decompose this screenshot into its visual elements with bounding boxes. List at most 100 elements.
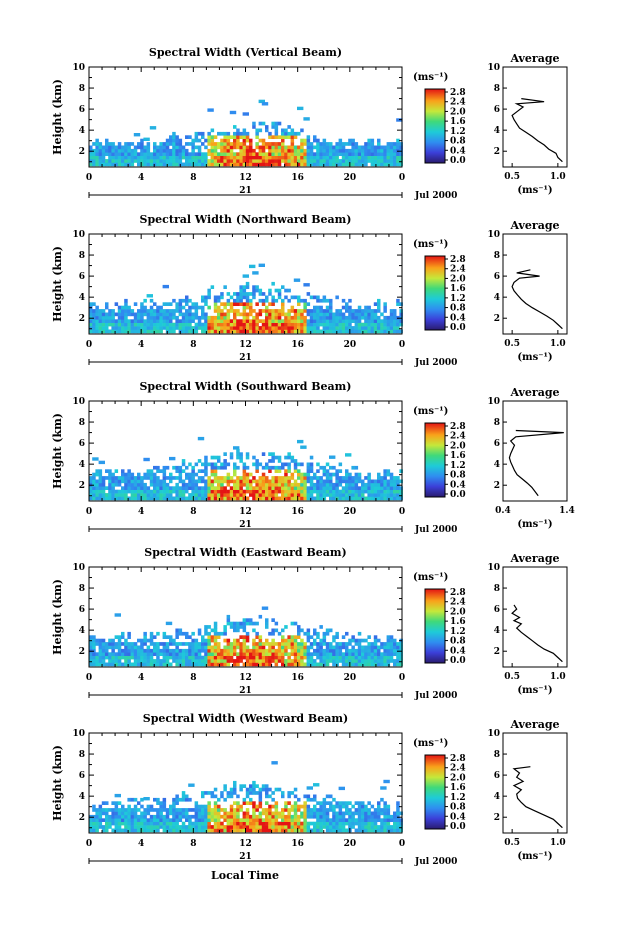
heatmap-cell <box>249 648 253 653</box>
heatmap-cell <box>293 818 298 822</box>
heatmap-cell <box>396 642 400 646</box>
heatmap-cell <box>98 808 103 812</box>
heatmap-cell <box>287 828 291 833</box>
heatmap-cell <box>383 642 387 646</box>
heatmap-cell <box>258 162 263 167</box>
heatmap-cell <box>300 159 304 163</box>
heatmap-cell <box>162 635 167 639</box>
heatmap-cell <box>268 645 272 650</box>
heatmap-cell <box>121 642 125 646</box>
heatmap-cell <box>316 479 320 484</box>
heatmap-cell <box>204 825 208 829</box>
heatmap-cell <box>325 162 330 167</box>
heatmap-cell <box>191 305 195 310</box>
heatmap-cell <box>89 326 93 330</box>
heatmap-cell <box>117 828 122 833</box>
heatmap-cell <box>169 486 173 490</box>
heatmap-cell <box>393 145 397 150</box>
heatmap-cell <box>380 652 384 656</box>
heatmap-cell <box>338 493 343 497</box>
heatmap-cell <box>287 131 291 136</box>
heatmap-cell <box>357 801 362 805</box>
colorbar-tick-label: 1.2 <box>450 294 466 304</box>
colorbar-tick-label: 2.8 <box>450 88 466 98</box>
heatmap-cell <box>92 493 96 497</box>
heatmap-cell <box>194 818 199 822</box>
heatmap-cell <box>98 642 103 646</box>
heatmap-cell <box>329 628 333 633</box>
heatmap-cell <box>325 142 330 146</box>
heatmap-cell <box>361 493 365 497</box>
heatmap-cell <box>194 309 199 313</box>
heatmap-cell <box>121 818 125 822</box>
heatmap-cell <box>293 469 298 473</box>
heatmap-cell <box>133 652 138 656</box>
heatmap-cell <box>194 489 199 494</box>
heatmap-cell <box>258 801 263 805</box>
heatmap-cell <box>153 476 157 480</box>
heatmap-cell <box>281 305 285 310</box>
heatmap-cell <box>313 326 317 330</box>
heatmap-cell <box>332 319 336 323</box>
heatmap-cell <box>101 662 106 667</box>
heatmap-cell <box>303 828 307 833</box>
heatmap-cell <box>297 631 301 636</box>
heatmap-cell <box>389 329 394 334</box>
heatmap-cell <box>236 292 240 296</box>
heatmap-cell <box>207 818 211 822</box>
heatmap-cell <box>258 482 263 487</box>
heatmap-cell <box>172 138 176 143</box>
heatmap-cell <box>92 638 96 643</box>
heatmap-cell <box>140 482 144 487</box>
heatmap-cell <box>233 818 237 822</box>
heatmap-cell <box>223 638 227 643</box>
heatmap-cell <box>197 804 202 809</box>
heatmap-cell <box>153 482 157 487</box>
heatmap-cell <box>210 482 215 487</box>
heatmap-cell <box>357 312 362 317</box>
heatmap-cell <box>370 652 375 656</box>
heatmap-cell <box>169 818 173 822</box>
heatmap-cell <box>194 825 199 829</box>
heatmap-cell <box>377 489 381 494</box>
heatmap-cell <box>217 818 221 822</box>
heatmap-cell <box>213 462 218 467</box>
heatmap-cell <box>335 659 339 663</box>
heatmap-cell <box>121 305 125 310</box>
heatmap-cell <box>322 159 327 163</box>
heatmap-cell <box>335 479 339 484</box>
heatmap-cell <box>338 479 343 484</box>
heatmap-cell <box>194 162 199 167</box>
heatmap-cell <box>284 135 288 139</box>
heatmap-cell <box>290 128 295 133</box>
heatmap-cell <box>137 655 141 660</box>
heatmap-cell <box>207 642 211 646</box>
heatmap-cell <box>185 298 189 303</box>
heatmap-cell <box>303 117 310 121</box>
heatmap-cell <box>396 821 400 826</box>
heatmap-cell <box>229 148 234 153</box>
x-tick-label: 16 <box>291 173 304 183</box>
heatmap-cell <box>303 142 307 146</box>
heatmap-cell <box>293 825 298 829</box>
heatmap-cell <box>274 145 279 150</box>
heatmap-cell <box>210 465 215 470</box>
heatmap-cell <box>281 648 285 653</box>
heatmap-cell <box>258 821 263 826</box>
heatmap-cell <box>300 486 304 490</box>
heatmap-cell <box>332 493 336 497</box>
heatmap-cell <box>197 486 202 490</box>
heatmap-cell <box>245 814 250 819</box>
heatmap-cell <box>255 145 259 150</box>
heatmap-cell <box>124 496 128 501</box>
heatmap-cell <box>271 148 275 153</box>
heatmap-cell <box>239 482 243 487</box>
heatmap-cell <box>284 625 288 629</box>
heatmap-cell <box>281 628 285 633</box>
heatmap-cell <box>383 659 387 663</box>
avg-y-tick-label: 2 <box>494 481 500 491</box>
heatmap-cell <box>92 804 96 809</box>
heatmap-cell <box>149 126 157 130</box>
heatmap-cell <box>277 825 282 829</box>
